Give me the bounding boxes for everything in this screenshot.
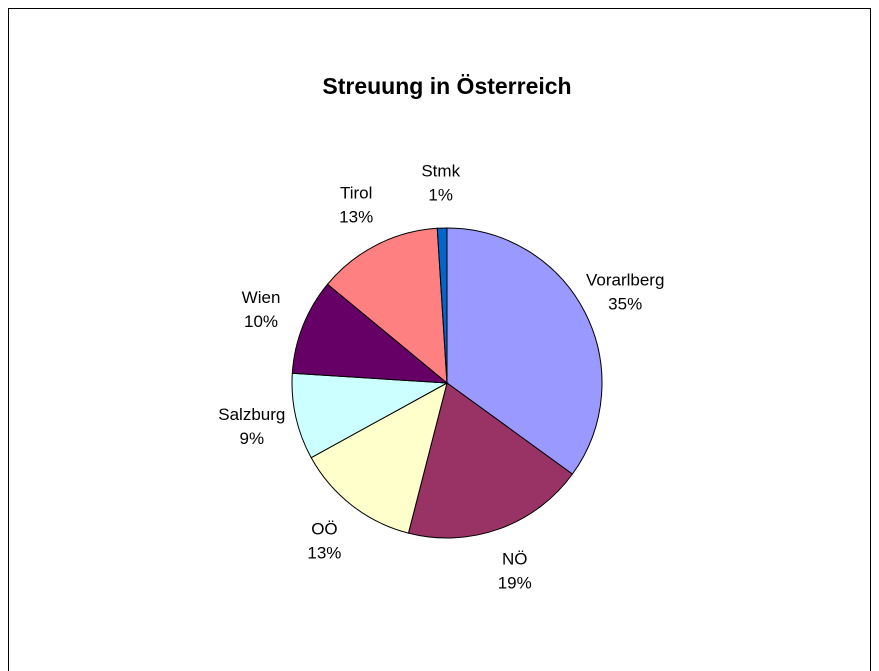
chart-frame: [8, 8, 871, 671]
slice-label: Vorarlberg: [586, 271, 664, 290]
slice-value-label: 1%: [428, 186, 453, 205]
slice-label: NÖ: [502, 550, 528, 569]
pie-slice: [310, 382, 448, 534]
pie-slice: [436, 227, 448, 384]
pie-slice: [291, 283, 449, 384]
pie-slice: [407, 382, 574, 539]
slice-label: Wien: [242, 288, 281, 307]
pie-slice: [291, 372, 449, 459]
slice-label: Salzburg: [218, 405, 285, 424]
pie-slice: [446, 227, 603, 475]
slice-value-label: 19%: [498, 574, 532, 593]
chart-title: Streuung in Österreich: [322, 73, 571, 99]
slice-value-label: 9%: [240, 429, 265, 448]
slice-value-label: 13%: [307, 544, 341, 563]
slice-value-label: 10%: [244, 312, 278, 331]
slice-label: Stmk: [421, 162, 460, 181]
pie-slice: [326, 227, 448, 385]
slice-label: Tirol: [340, 183, 372, 202]
slice-value-label: 13%: [339, 207, 373, 226]
slice-label: OÖ: [311, 520, 337, 539]
slice-value-label: 35%: [608, 295, 642, 314]
